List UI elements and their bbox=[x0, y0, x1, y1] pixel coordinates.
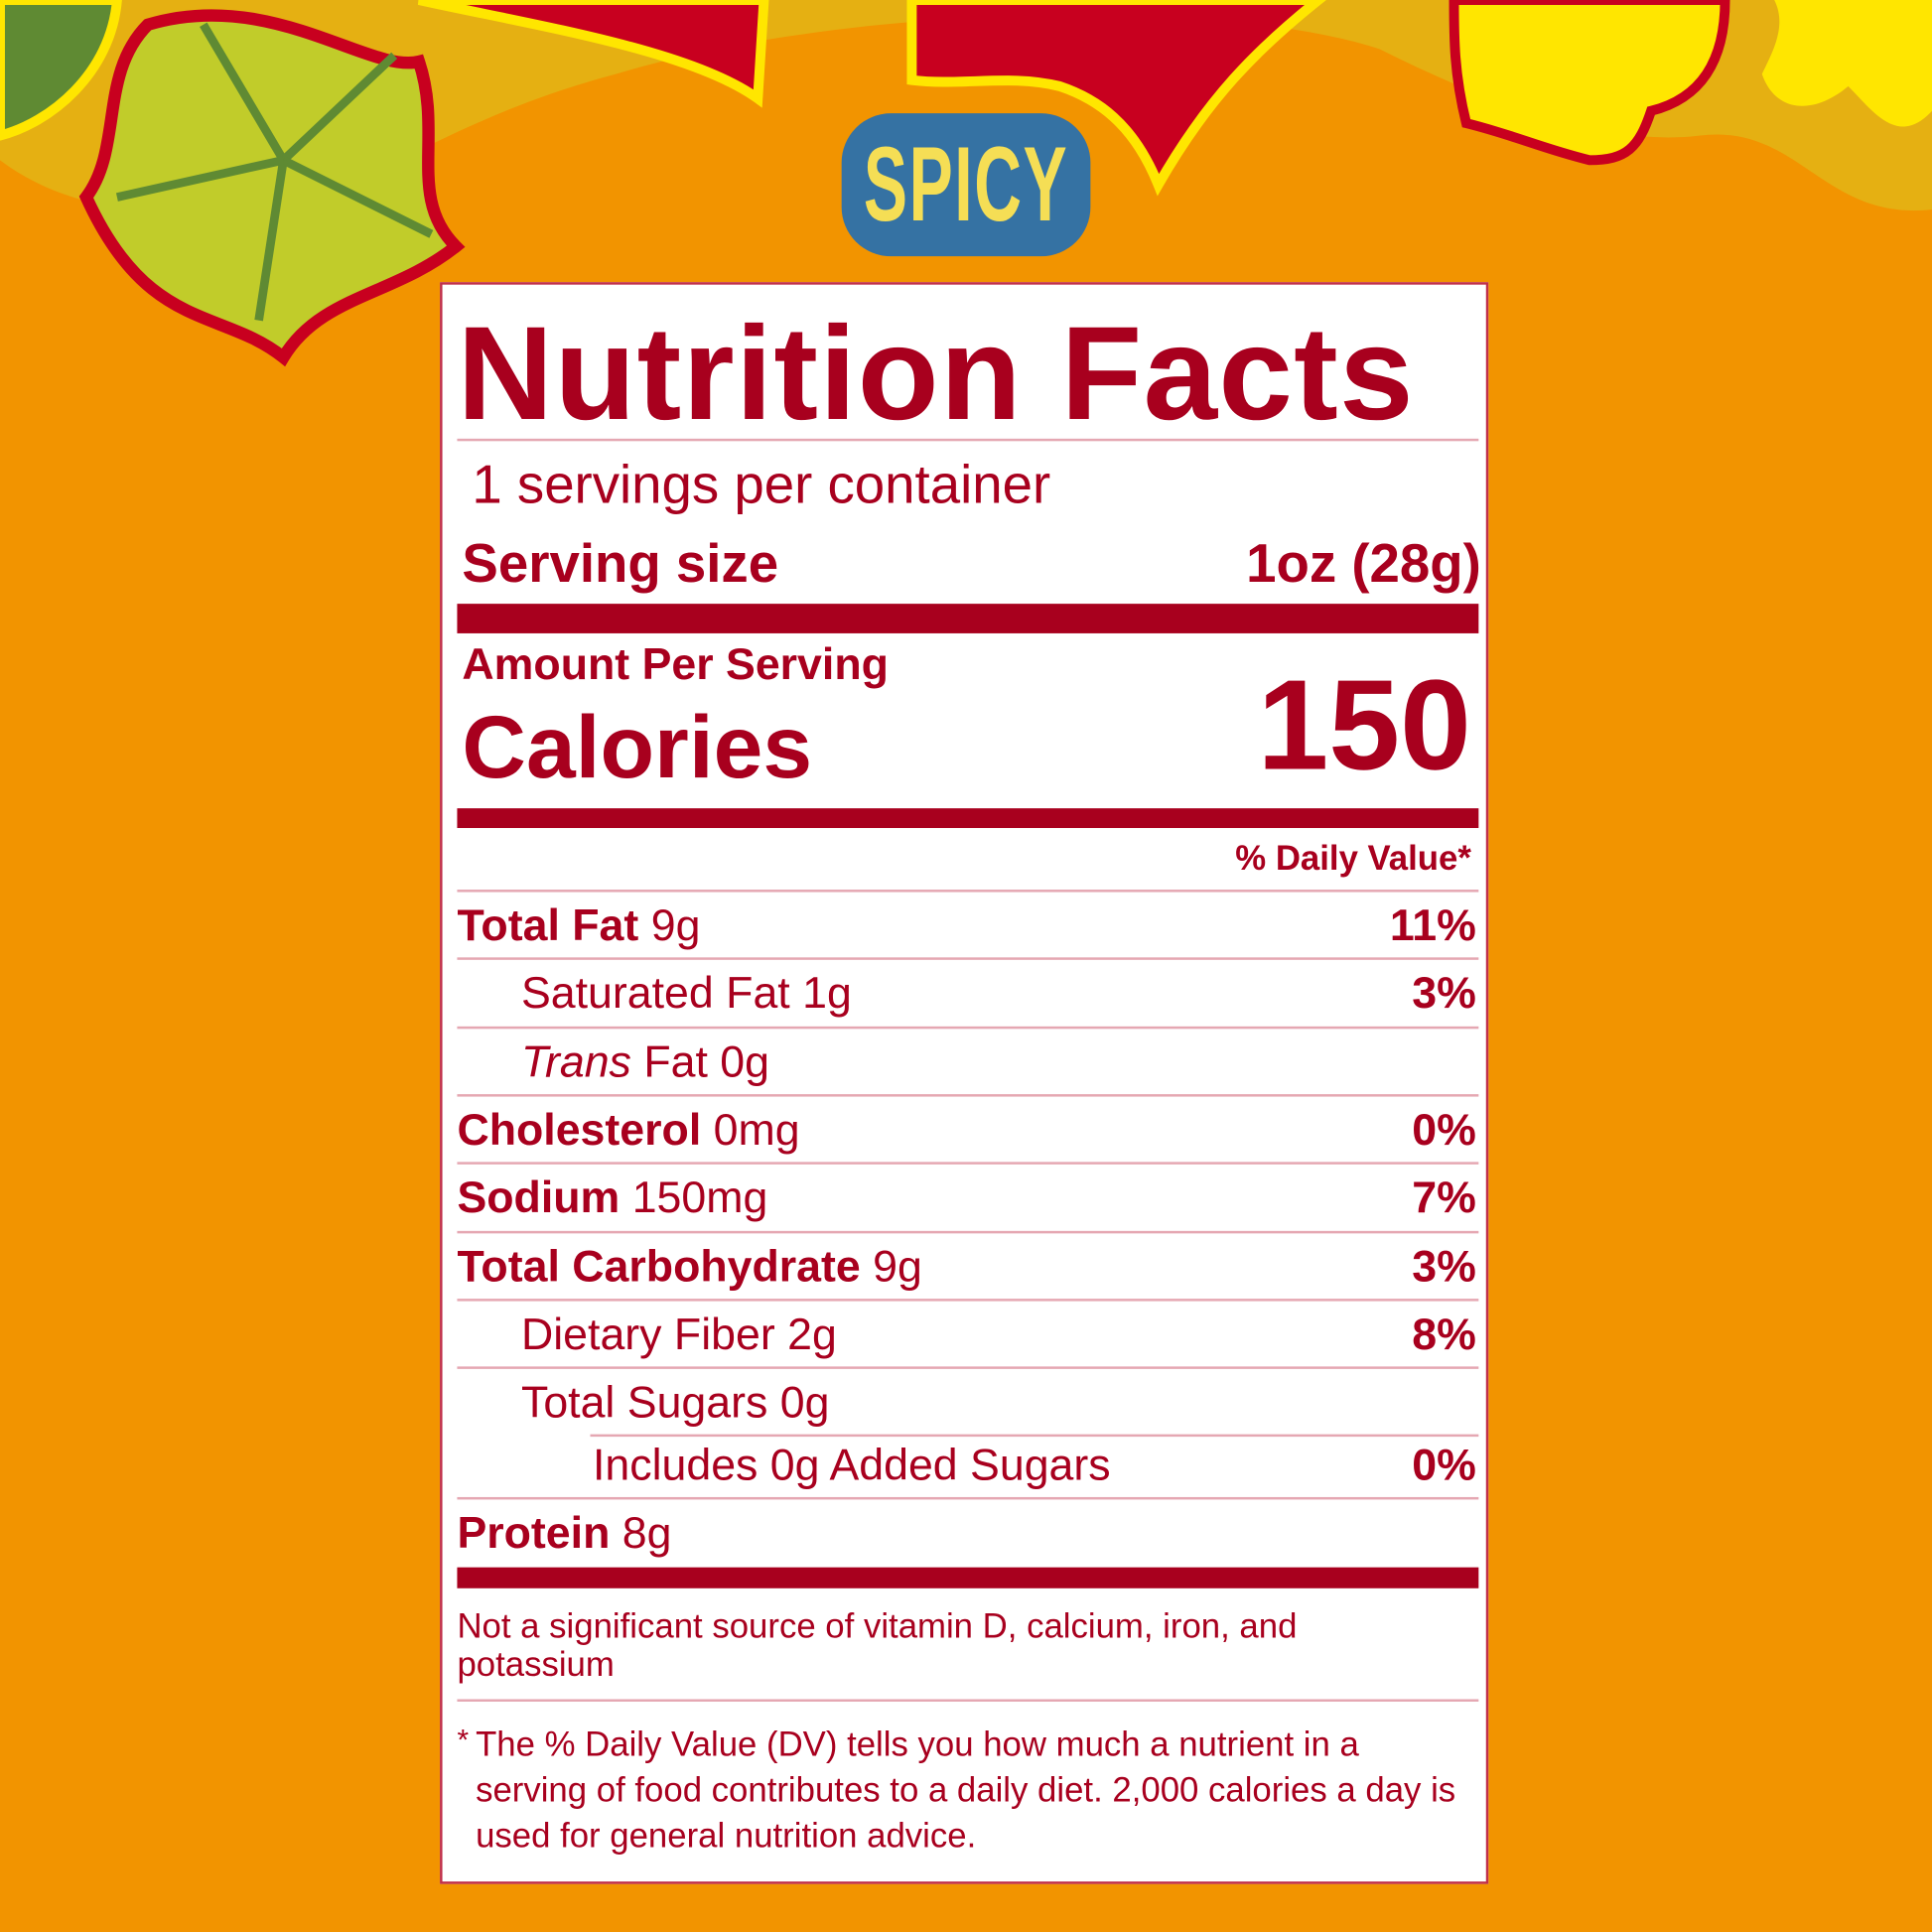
row-added-sugars: Includes 0g Added Sugars 0% bbox=[592, 1439, 1476, 1490]
row-total-fat: Total Fat 9g 11% bbox=[457, 898, 1476, 950]
footnote-nutrients: Not a significant source of vitamin D, c… bbox=[457, 1606, 1298, 1684]
calories-label: Calories bbox=[462, 698, 813, 797]
row-total-sugars: Total Sugars 0g bbox=[520, 1375, 830, 1427]
daily-value-header: % Daily Value* bbox=[1235, 839, 1471, 878]
serving-size-value: 1oz (28g) bbox=[1246, 533, 1481, 595]
label-title: Nutrition Facts bbox=[457, 298, 1415, 448]
footnote-asterisk: * bbox=[457, 1724, 470, 1757]
spicy-badge: SPICY bbox=[841, 113, 1091, 257]
flower-decoration-background bbox=[0, 0, 1932, 367]
footnote-daily-value: The % Daily Value (DV) tells you how muc… bbox=[476, 1725, 1456, 1855]
serving-size-label: Serving size bbox=[462, 533, 779, 595]
calories-value: 150 bbox=[1257, 654, 1471, 797]
badge-text: SPICY bbox=[863, 125, 1069, 244]
row-dietary-fiber: Dietary Fiber 2g 8% bbox=[520, 1308, 1476, 1359]
row-trans-fat: Trans Fat 0g bbox=[520, 1035, 769, 1087]
row-sodium: Sodium 150mg 7% bbox=[457, 1171, 1476, 1222]
nutrition-facts-label: Nutrition Facts 1 servings per container… bbox=[440, 282, 1489, 1884]
green-flower-icon bbox=[78, 9, 466, 367]
row-total-carbohydrate: Total Carbohydrate 9g 3% bbox=[457, 1240, 1476, 1292]
amount-per-serving: Amount Per Serving bbox=[462, 637, 889, 689]
servings-per-container: 1 servings per container bbox=[472, 454, 1051, 515]
row-saturated-fat: Saturated Fat 1g 3% bbox=[520, 966, 1476, 1018]
row-cholesterol: Cholesterol 0mg 0% bbox=[457, 1103, 1476, 1155]
row-protein: Protein 8g bbox=[457, 1506, 672, 1558]
